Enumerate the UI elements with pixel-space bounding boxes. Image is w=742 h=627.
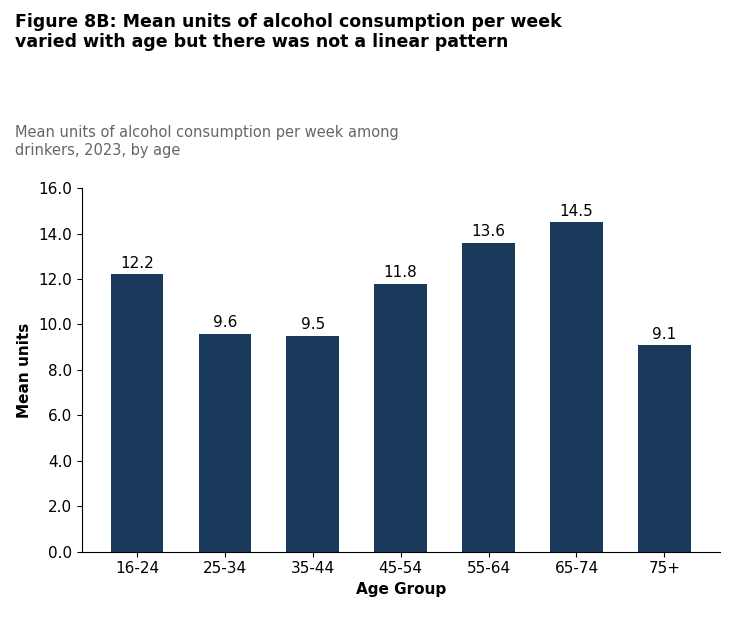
- Text: 12.2: 12.2: [120, 256, 154, 271]
- Text: 14.5: 14.5: [559, 204, 594, 219]
- Text: Figure 8B: Mean units of alcohol consumption per week
varied with age but there : Figure 8B: Mean units of alcohol consump…: [15, 13, 562, 51]
- Text: 9.1: 9.1: [652, 327, 677, 342]
- Text: 9.5: 9.5: [301, 317, 325, 332]
- Bar: [111, 275, 163, 552]
- Text: 9.6: 9.6: [213, 315, 237, 330]
- Bar: [199, 334, 252, 552]
- Bar: [286, 336, 339, 552]
- Bar: [550, 222, 603, 552]
- Text: Mean units of alcohol consumption per week among
drinkers, 2023, by age: Mean units of alcohol consumption per we…: [15, 125, 398, 158]
- Bar: [374, 283, 427, 552]
- Bar: [638, 345, 691, 552]
- X-axis label: Age Group: Age Group: [355, 582, 446, 597]
- Text: 13.6: 13.6: [472, 224, 505, 240]
- Text: 11.8: 11.8: [384, 265, 418, 280]
- Y-axis label: Mean units: Mean units: [18, 322, 33, 418]
- Bar: [462, 243, 515, 552]
